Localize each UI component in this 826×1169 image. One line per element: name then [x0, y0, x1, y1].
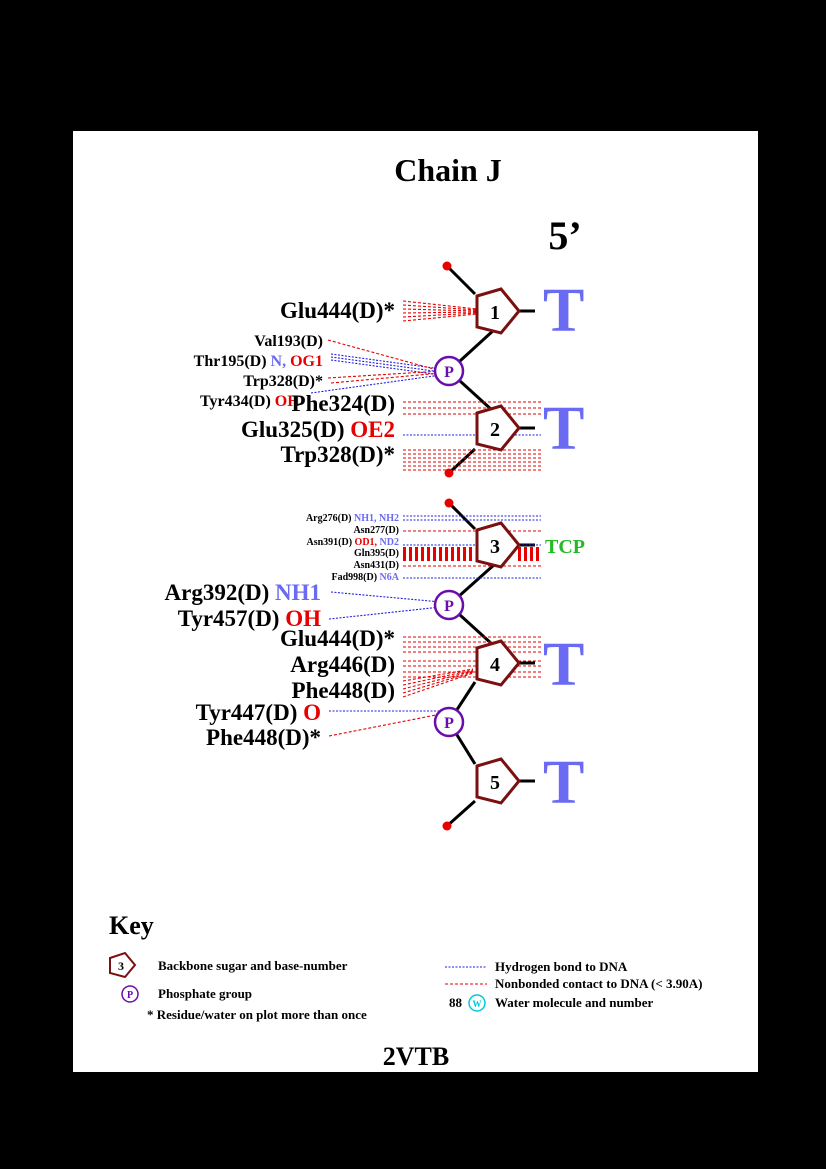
residue-name: Tyr447(D) — [196, 700, 298, 725]
residue-label: Val193(D) — [254, 333, 323, 350]
atom-label: OE2 — [350, 417, 395, 442]
residue-name: Arg392(D) — [165, 580, 270, 605]
residue-label-tyr434: Tyr434(D) OH — [200, 393, 300, 410]
key-water-label: Water molecule and number — [495, 995, 654, 1010]
residue-name: Asn391(D) — [306, 537, 352, 548]
key-water-number: 88 — [449, 995, 463, 1010]
dna-contact-diagram: Chain J 5’ — [109, 152, 702, 1071]
atom-label: NH1 — [275, 580, 321, 605]
end-dot — [442, 261, 452, 271]
phosphate-label: P — [444, 364, 454, 381]
key: Key 3 Backbone sugar and base-number P P… — [109, 911, 702, 1022]
phosphate-label: P — [444, 598, 454, 615]
phosphate-3: P — [433, 706, 465, 738]
sugar-number: 2 — [490, 419, 500, 441]
diagram-page: Chain J 5’ — [73, 131, 758, 1072]
key-phosphate-icon — [121, 985, 139, 1003]
residue-label: Arg446(D) — [290, 652, 395, 677]
residue-label: Glu444(D)* — [280, 626, 395, 651]
residue-label-tyr447: Tyr447(D) O — [196, 700, 321, 725]
residue-label: Glu444(D)* — [280, 298, 395, 323]
base-4: T — [543, 631, 584, 699]
residue-label-glu325: Glu325(D) OE2 — [241, 417, 395, 442]
residue-name: Tyr457(D) — [178, 606, 280, 631]
residue-label-arg276: Arg276(D) NH1, NH2 — [306, 513, 399, 524]
residue-label-tyr457: Tyr457(D) OH — [178, 606, 321, 631]
base-3: TCP — [545, 536, 585, 558]
sugar-2: 2 — [475, 404, 521, 452]
residue-label: Phe448(D) — [292, 678, 395, 703]
residue-label: Phe448(D)* — [206, 725, 321, 750]
atom-label: OG1 — [290, 353, 323, 370]
sugar-4: 4 — [475, 639, 521, 687]
sugar-number: 1 — [490, 302, 500, 324]
key-hbond-label: Hydrogen bond to DNA — [495, 959, 628, 974]
residue-label: Asn431(D) — [353, 560, 399, 571]
sugar-number: 3 — [490, 536, 500, 558]
residue-label-asn391: Asn391(D) OD1, ND2 — [306, 537, 399, 548]
base-5: T — [543, 749, 584, 817]
atom-label: O — [303, 700, 321, 725]
residue-label: Phe324(D) — [292, 391, 395, 416]
sugar-3: 3 — [475, 521, 521, 569]
residue-name: Thr195(D) — [194, 353, 267, 370]
residue-label-fad998: Fad998(D) N6A — [331, 572, 399, 583]
residue-name: Fad998(D) — [331, 572, 377, 583]
sugar-5: 5 — [475, 757, 521, 805]
atom-label: OD1, — [355, 537, 378, 548]
sugar-1: 1 — [475, 287, 521, 335]
pdb-code: 2VTB — [383, 1042, 449, 1071]
atom-label: OH — [285, 606, 321, 631]
phosphate-1: P — [433, 355, 465, 387]
gln395-contact-bars — [403, 547, 539, 561]
base-2: T — [543, 395, 584, 463]
sugar-number: 4 — [490, 654, 500, 676]
key-sugar-number: 3 — [118, 959, 124, 973]
atom-label: ND2 — [380, 537, 399, 548]
chain-title: Chain J — [394, 152, 502, 188]
key-sugar-label: Backbone sugar and base-number — [158, 958, 348, 973]
key-water-icon — [468, 994, 486, 1012]
residue-label: Gln395(D) — [354, 548, 399, 559]
phosphate-2: P — [433, 589, 465, 621]
end-dot — [444, 468, 454, 478]
residue-name: Tyr434(D) — [200, 393, 271, 410]
hydrogen-bonds — [310, 353, 541, 712]
key-sugar-icon — [109, 951, 137, 979]
atom-label: OH — [275, 393, 300, 410]
key-nonbonded-label: Nonbonded contact to DNA (< 3.90A) — [495, 976, 702, 991]
atom-label: N6A — [380, 572, 400, 583]
key-title: Key — [109, 911, 154, 940]
end-dot — [444, 498, 454, 508]
residue-label-arg392: Arg392(D) NH1 — [165, 580, 322, 605]
atom-label: NH1, NH2 — [354, 513, 399, 524]
atom-label: N, — [271, 353, 287, 370]
phosphate-label: P — [444, 715, 454, 732]
key-water-symbol: W — [473, 999, 482, 1009]
key-phosphate-label: Phosphate group — [158, 986, 252, 1001]
residue-label: Trp328(D)* — [280, 442, 395, 467]
residue-label: Trp328(D)* — [243, 373, 323, 390]
end-dot — [442, 821, 452, 831]
residue-label: Asn277(D) — [353, 525, 399, 536]
residue-name: Arg276(D) — [306, 513, 352, 524]
residue-name: Glu325(D) — [241, 417, 345, 442]
sugar-number: 5 — [490, 772, 500, 794]
key-phosphate-symbol: P — [127, 990, 133, 1001]
backbone-end-dots — [442, 261, 454, 831]
residue-label-thr195: Thr195(D) N, OG1 — [194, 353, 323, 370]
key-repeat-note: * Residue/water on plot more than once — [147, 1007, 367, 1022]
five-prime-label: 5’ — [548, 213, 581, 258]
base-1: T — [543, 277, 584, 345]
